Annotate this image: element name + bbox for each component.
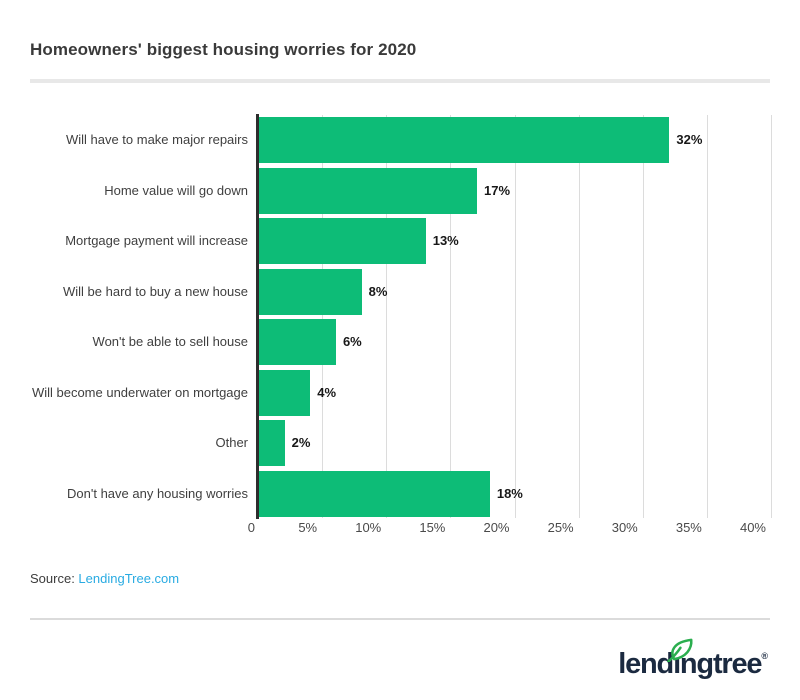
category-label: Mortgage payment will increase bbox=[65, 233, 248, 248]
bar bbox=[259, 218, 426, 264]
x-axis-tick-label: 5% bbox=[298, 520, 318, 535]
source-line: Source: LendingTree.com bbox=[30, 571, 179, 586]
category-label: Other bbox=[215, 435, 248, 450]
gridline bbox=[514, 115, 516, 518]
bar bbox=[259, 319, 336, 365]
x-axis-tick-label: 35% bbox=[675, 520, 702, 535]
bar bbox=[259, 117, 670, 163]
bar-chart: 0 5% 10% 15% 20% 25% 30% 35% 40% Will have to mak… bbox=[31, 114, 772, 535]
x-axis-tick-label: 20% bbox=[483, 520, 510, 535]
bar bbox=[259, 167, 478, 214]
x-axis-tick-label: 10% bbox=[355, 520, 382, 535]
gridline bbox=[322, 115, 324, 518]
footer-divider bbox=[30, 618, 770, 620]
title-divider bbox=[30, 79, 770, 83]
x-axis-tick-label: 40% bbox=[739, 520, 766, 535]
gridline bbox=[386, 115, 388, 518]
bar-value-label: 17% bbox=[484, 182, 511, 198]
gridline bbox=[450, 115, 452, 518]
y-axis-line bbox=[256, 114, 259, 519]
gridline bbox=[771, 115, 772, 518]
bar-value-label: 2% bbox=[291, 435, 311, 450]
chart-title: Homeowners' biggest housing worries for … bbox=[30, 40, 417, 59]
logo-text-post: ngtree bbox=[679, 648, 763, 680]
source-label: Source: bbox=[30, 571, 79, 586]
bar bbox=[259, 369, 311, 416]
category-label: Will become underwater on mortgage bbox=[31, 384, 248, 400]
x-axis-tick-label: 30% bbox=[611, 520, 638, 535]
bar bbox=[259, 420, 285, 466]
bar-value-label: 4% bbox=[317, 384, 337, 400]
source-link[interactable]: LendingTree.com bbox=[78, 571, 180, 586]
logo-letter-i: ı bbox=[667, 638, 693, 681]
bar-value-label: 8% bbox=[368, 283, 388, 299]
registered-mark: ® bbox=[761, 651, 768, 661]
logo-text-pre: lend bbox=[618, 648, 674, 680]
x-axis-tick-label: 25% bbox=[547, 520, 574, 535]
lendingtree-logo: lendı ngtree® bbox=[618, 638, 768, 681]
bar-value-label: 32% bbox=[676, 132, 703, 147]
bar bbox=[259, 268, 362, 315]
gridline bbox=[642, 115, 644, 518]
bar-value-label: 6% bbox=[342, 334, 362, 349]
category-label: Will have to make major repairs bbox=[65, 132, 248, 147]
gridline bbox=[578, 115, 580, 518]
leaf-icon bbox=[667, 638, 693, 662]
bar-value-label: 13% bbox=[432, 233, 459, 248]
category-label: Don't have any housing worries bbox=[67, 485, 248, 501]
gridline bbox=[706, 115, 708, 518]
x-axis-tick-label: 0 bbox=[247, 520, 255, 535]
category-label: Home value will go down bbox=[104, 182, 248, 198]
x-axis-tick-label: 15% bbox=[419, 520, 446, 535]
bar-value-label: 18% bbox=[496, 485, 523, 501]
bar bbox=[259, 470, 490, 517]
category-label: Will be hard to buy a new house bbox=[63, 283, 248, 299]
category-label: Won't be able to sell house bbox=[92, 334, 248, 349]
